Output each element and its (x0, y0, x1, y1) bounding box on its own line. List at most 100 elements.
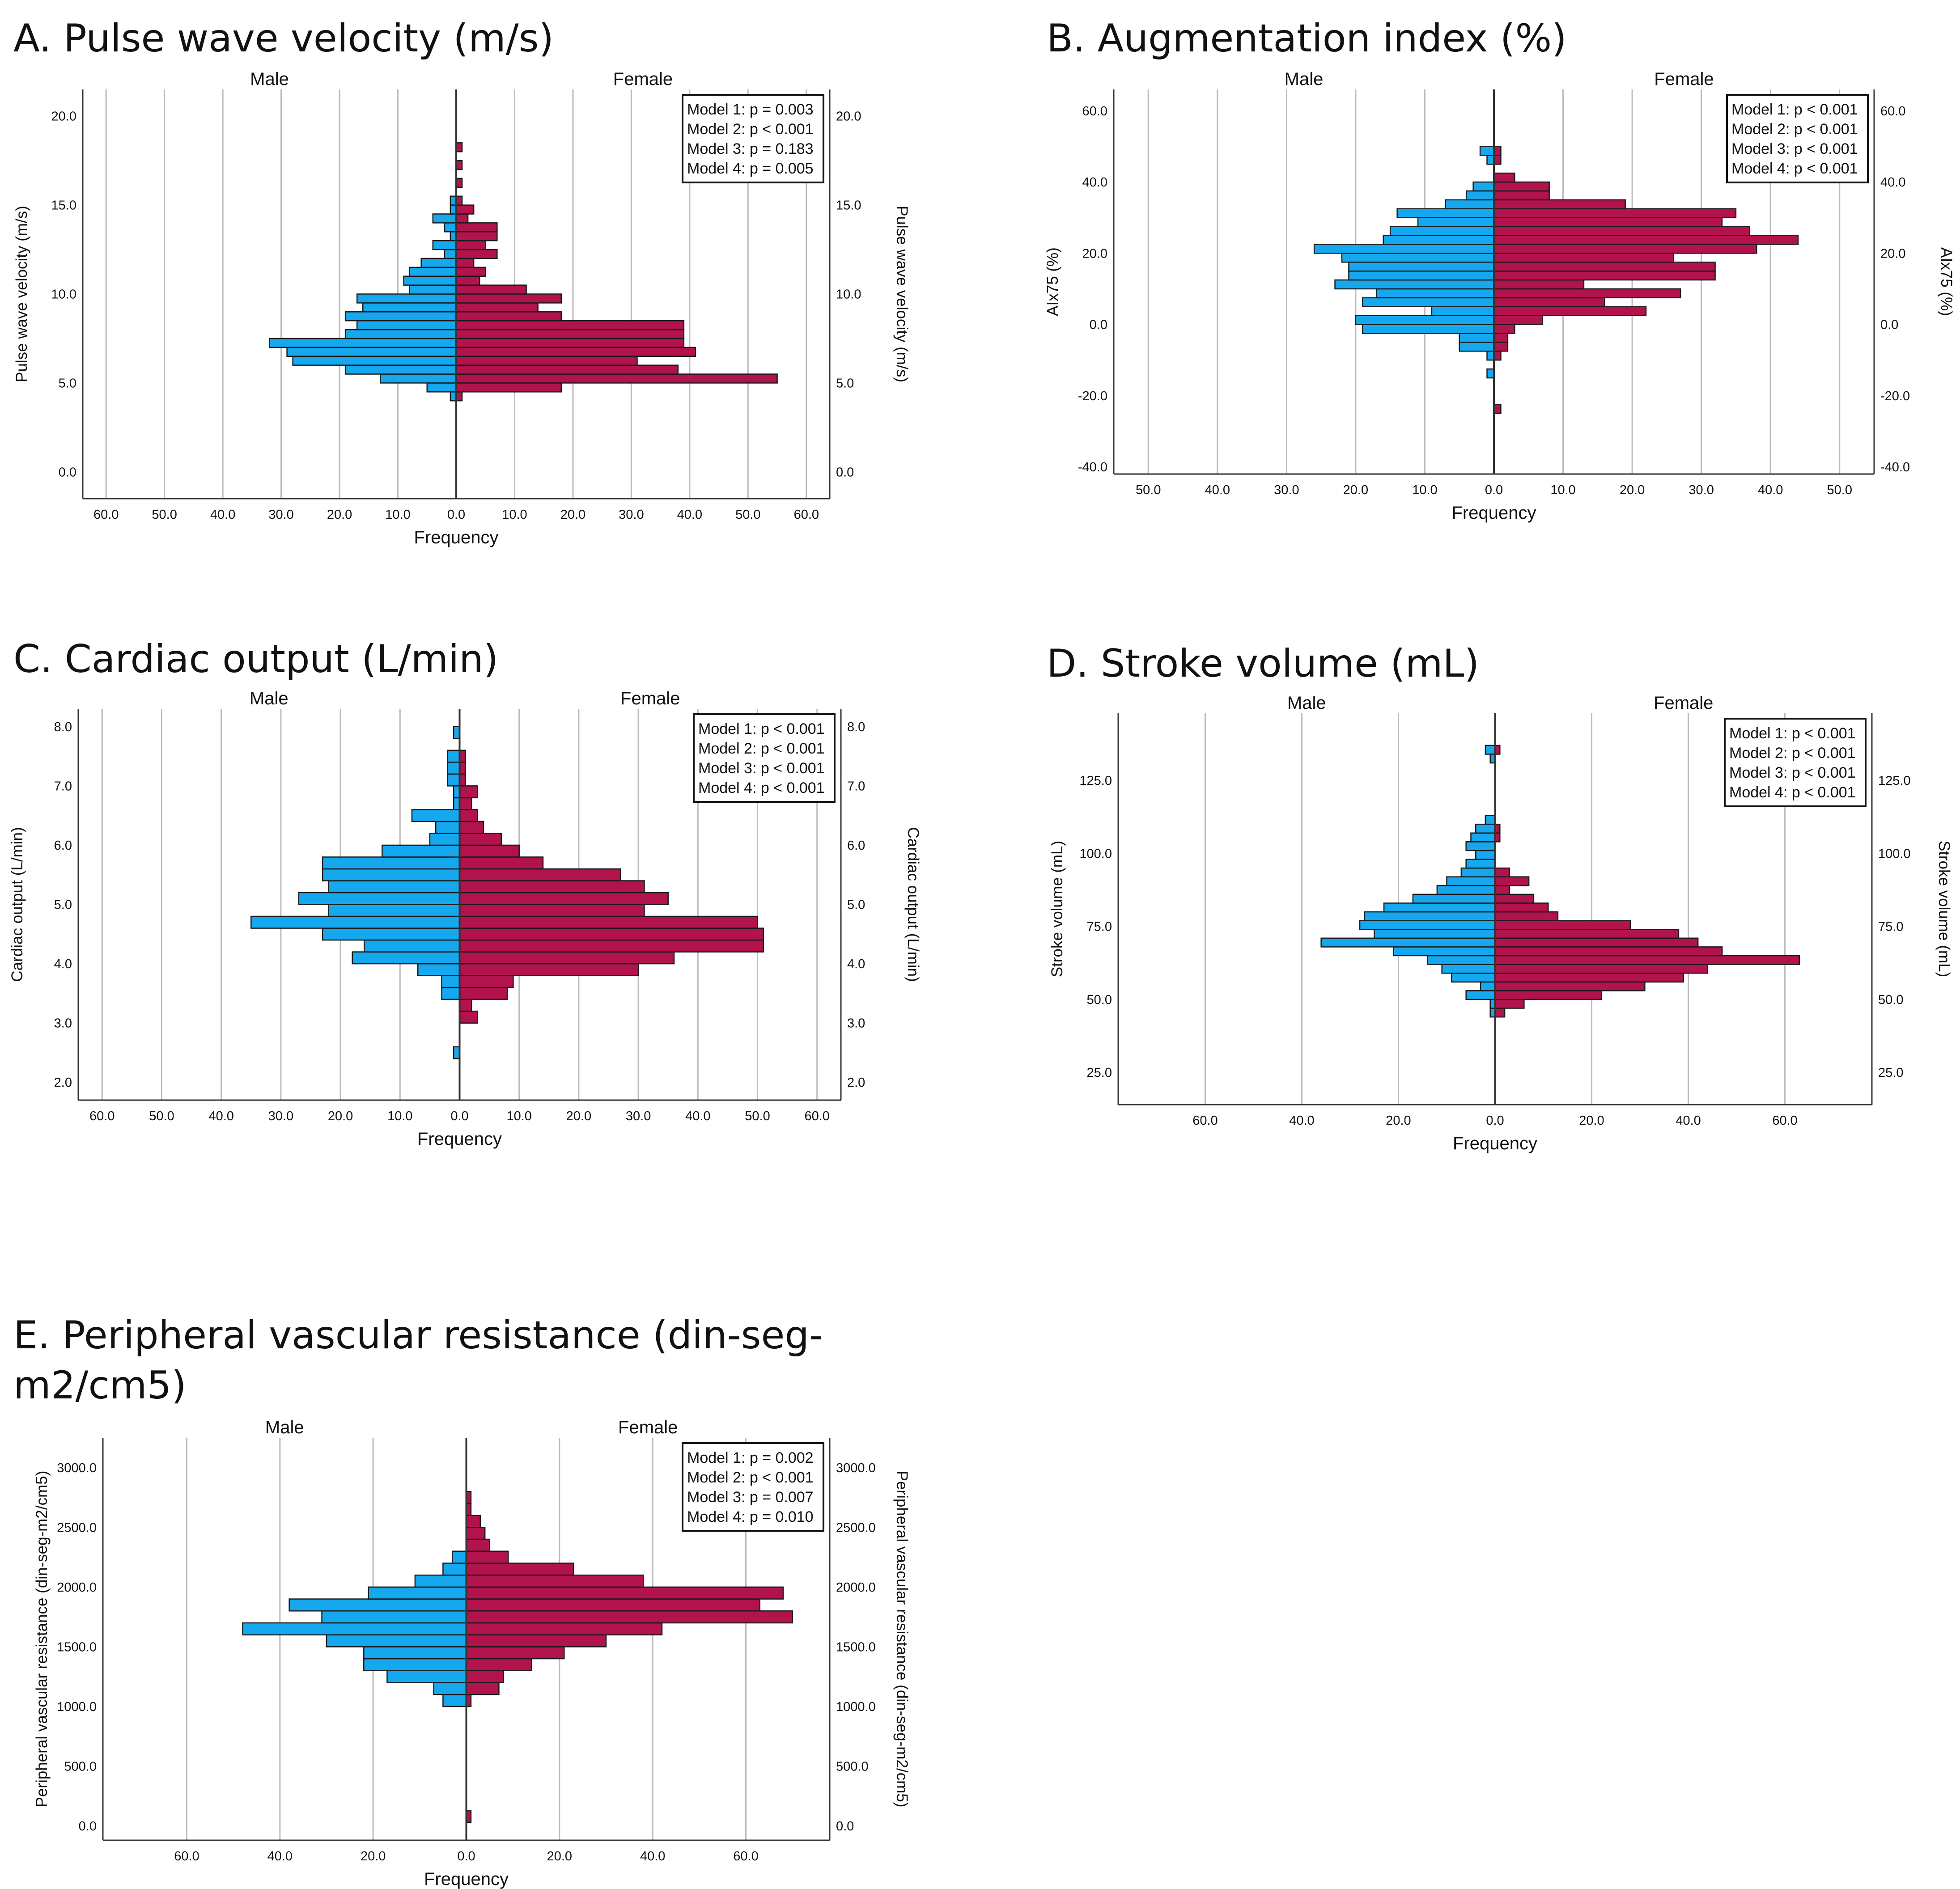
female-bar (459, 963, 639, 976)
female-bar (459, 833, 502, 846)
x-tick-label: 30.0 (268, 508, 293, 522)
x-tick-label: 20.0 (1386, 1114, 1411, 1128)
male-bar (452, 1550, 467, 1564)
female-bar (1493, 146, 1502, 156)
x-tick-label: 50.0 (149, 1109, 174, 1123)
male-bar (426, 382, 457, 393)
female-bar (1493, 288, 1681, 299)
male-bar (444, 222, 457, 233)
model-pvalue-text: Model 3: p < 0.001 (698, 760, 825, 777)
y-axis-title-right: Pulse wave velocity (m/s) (893, 206, 911, 382)
y-tick-label-right: 2.0 (847, 1076, 865, 1090)
female-bar (1493, 306, 1647, 316)
y-tick-label-right: 5.0 (847, 898, 865, 912)
x-tick-label: 60.0 (1192, 1114, 1218, 1128)
male-group-label: Male (250, 69, 289, 89)
female-bar (459, 868, 621, 881)
x-tick-label: 40.0 (1289, 1114, 1314, 1128)
x-tick-label: 60.0 (794, 508, 819, 522)
male-bar (344, 364, 457, 375)
y-tick-label-right: 2000.0 (836, 1580, 876, 1595)
male-bar (356, 293, 457, 304)
male-bar (1374, 928, 1496, 939)
female-bar (1493, 172, 1515, 183)
female-bar (466, 1646, 565, 1660)
female-bar (1493, 217, 1723, 227)
model-pvalue-text: Model 1: p = 0.002 (687, 1449, 814, 1466)
y-axis-title-left: Stroke volume (mL) (1048, 841, 1066, 977)
male-bar (1486, 368, 1495, 379)
x-tick-label: 50.0 (735, 508, 760, 522)
x-tick-label: 40.0 (677, 508, 702, 522)
female-bar (1494, 964, 1709, 974)
female-bar (466, 1622, 663, 1635)
x-tick-label: 20.0 (361, 1849, 386, 1864)
female-bar (466, 1658, 532, 1672)
x-tick-label: 60.0 (804, 1109, 829, 1123)
male-bar (1486, 155, 1495, 165)
x-tick-label: 10.0 (1550, 483, 1575, 497)
female-bar (1494, 1008, 1506, 1018)
female-group-label: Female (613, 69, 673, 89)
y-tick-label-left: 15.0 (51, 199, 76, 213)
y-tick-label-right: 3000.0 (836, 1461, 876, 1475)
female-bar (455, 267, 486, 277)
male-bar (1465, 190, 1495, 201)
male-bar (1470, 832, 1496, 843)
female-bar (466, 1598, 760, 1612)
male-bar (414, 1574, 467, 1588)
y-axis-title-left: AIx75 (%) (1044, 247, 1061, 316)
female-bar (459, 844, 520, 858)
female-bar (459, 939, 764, 953)
male-bar (322, 856, 460, 870)
x-tick-label: 20.0 (1343, 483, 1368, 497)
y-tick-label-right: 4.0 (847, 957, 865, 971)
y-axis-title-right: AIx75 (%) (1938, 247, 1955, 316)
x-axis-title: Frequency (1453, 1134, 1537, 1153)
male-bar (1436, 885, 1496, 895)
y-tick-label-right: -20.0 (1880, 389, 1910, 403)
female-bar (1493, 324, 1515, 334)
female-bar (1493, 315, 1543, 325)
male-group-label: Male (250, 689, 288, 708)
x-tick-label: 40.0 (267, 1849, 293, 1864)
female-bar (1493, 342, 1509, 352)
x-tick-label: 50.0 (152, 508, 177, 522)
male-bar (380, 373, 457, 384)
y-tick-label-left: -20.0 (1078, 389, 1107, 403)
female-bar (1493, 244, 1757, 254)
male-bar (1362, 297, 1495, 307)
male-bar (432, 240, 457, 250)
male-bar (1485, 815, 1496, 825)
y-tick-label-left: 1000.0 (57, 1700, 97, 1714)
model-pvalue-text: Model 1: p = 0.003 (687, 101, 814, 118)
male-bar (447, 762, 460, 775)
male-bar (1485, 745, 1496, 755)
y-tick-label-right: 15.0 (836, 199, 861, 213)
chart-e-peripheral-vascular-resistance: Male Female 0.0 20.0 20.0 40.0 40.0 60.0 60.0 Fre… (33, 1418, 911, 1889)
female-bar (1494, 894, 1535, 904)
panel-d-title: D. Stroke volume (mL) (1047, 641, 1479, 686)
male-bar (292, 356, 457, 366)
male-bar (269, 338, 457, 348)
y-tick-label-right: 3.0 (847, 1017, 865, 1031)
y-tick-label-left: 2000.0 (57, 1580, 97, 1595)
y-tick-label-left: 5.0 (54, 898, 72, 912)
female-bar (1493, 226, 1751, 236)
x-tick-label: 20.0 (566, 1109, 591, 1123)
x-tick-label: 60.0 (733, 1849, 758, 1864)
y-tick-label-right: 500.0 (836, 1759, 869, 1774)
female-bar (1494, 920, 1631, 930)
female-bar (459, 928, 764, 941)
male-bar (1465, 990, 1496, 1000)
male-bar (1359, 920, 1496, 930)
y-axis-title-left: Peripheral vascular resistance (din-seg-… (33, 1471, 51, 1808)
y-axis-title-right: Peripheral vascular resistance (din-seg-… (893, 1471, 911, 1808)
y-tick-label-left: -40.0 (1078, 460, 1107, 474)
x-tick-label: 40.0 (1205, 483, 1230, 497)
x-tick-label: 20.0 (547, 1849, 572, 1864)
x-tick-label: 20.0 (327, 508, 352, 522)
model-pvalue-text: Model 4: p = 0.010 (687, 1508, 814, 1525)
female-bar (459, 904, 645, 917)
female-bar (455, 338, 685, 348)
